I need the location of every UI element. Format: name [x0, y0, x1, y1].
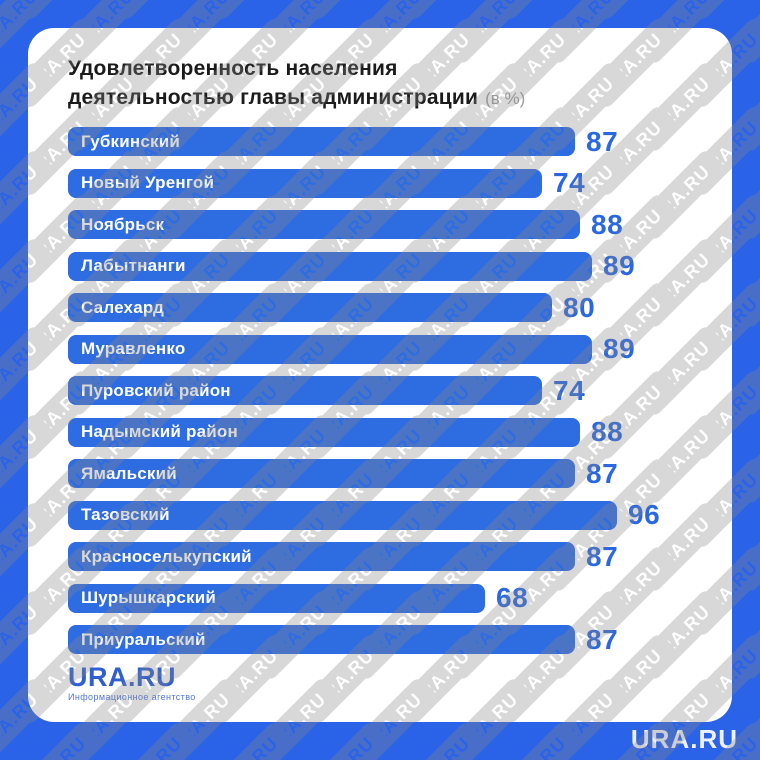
bar-value: 87	[586, 125, 619, 157]
bar-label: Губкинский	[81, 131, 181, 151]
ura-ru-logo: URA.RU Информационное агентство	[68, 662, 196, 703]
bar-row: Надымский район 88	[68, 416, 704, 447]
bar-label: Новый Уренгой	[81, 173, 215, 192]
bar-label: Ямальский	[81, 463, 177, 483]
bar-value: 80	[563, 291, 596, 323]
bar-chart: Губкинский 87 Новый Уренгой 74 Ноябрьск 88 Лаб…	[68, 125, 704, 667]
bar-label: Тазовский	[81, 505, 170, 524]
bar-row: Приуральский 87	[68, 623, 704, 655]
bar-label: Шурышкарский	[81, 588, 216, 607]
bar-label: Ноябрьск	[81, 214, 165, 234]
ura-ru-logo-subtitle: Информационное агентство	[68, 692, 196, 702]
bar: Ямальский	[68, 459, 575, 488]
bar-row: Муравленко 89	[68, 333, 704, 364]
bar-value: 87	[586, 540, 619, 572]
bar-row: Пуровский район 74	[68, 374, 704, 406]
bar: Губкинский	[68, 127, 575, 156]
bar-value: 74	[553, 167, 586, 198]
bar-row: Тазовский 96	[68, 499, 704, 530]
bar-row: Ямальский 87	[68, 457, 704, 489]
bar-row: Ноябрьск 88	[68, 208, 704, 240]
chart-title: Удовлетворенность населения деятельностью…	[68, 54, 525, 113]
unit-note: (в %)	[485, 89, 526, 108]
bar-value: 68	[496, 582, 529, 613]
bar-value: 87	[586, 457, 619, 489]
bar: Надымский район	[68, 417, 580, 447]
infographic-panel: Удовлетворенность населения деятельностью…	[28, 28, 732, 722]
bar-value: 96	[628, 499, 661, 530]
bar-value: 88	[591, 416, 624, 447]
bar-row: Шурышкарский 68	[68, 582, 704, 613]
bar-label: Лабытнанги	[81, 256, 186, 275]
corner-brand: URA.RU	[630, 724, 738, 754]
bar-row: Губкинский 87	[68, 125, 704, 157]
bar-row: Красноселькупский 87	[68, 540, 704, 572]
bar-label: Красноселькупский	[81, 546, 252, 566]
bar-row: Салехард 80	[68, 291, 704, 323]
bar-row: Новый Уренгой 74	[68, 167, 704, 198]
bar-value: 74	[553, 374, 586, 406]
chart-title-line1: Удовлетворенность населения	[68, 57, 398, 80]
bar: Лабытнанги	[68, 251, 592, 281]
bar-row: Лабытнанги 89	[68, 250, 704, 281]
bar-label: Салехард	[81, 297, 165, 317]
bar-value: 87	[586, 623, 619, 655]
bar-label: Приуральский	[81, 629, 206, 649]
bar-label: Надымский район	[81, 422, 238, 441]
bar: Салехард	[68, 293, 552, 322]
bar: Тазовский	[68, 500, 617, 530]
bar: Приуральский	[68, 625, 575, 654]
bar-label: Пуровский район	[81, 380, 231, 400]
bar-value: 89	[603, 250, 636, 281]
bar: Ноябрьск	[68, 210, 580, 239]
bar-value: 89	[603, 333, 636, 364]
ura-ru-logo-text: URA.RU	[68, 662, 176, 692]
bar-value: 88	[591, 208, 624, 240]
bar-label: Муравленко	[81, 339, 186, 358]
chart-title-line2: деятельностью главы администрации	[68, 86, 479, 109]
bar: Муравленко	[68, 334, 592, 364]
bar: Новый Уренгой	[68, 168, 542, 198]
bar: Шурышкарский	[68, 583, 485, 613]
bar: Красноселькупский	[68, 542, 575, 571]
bar: Пуровский район	[68, 376, 542, 405]
